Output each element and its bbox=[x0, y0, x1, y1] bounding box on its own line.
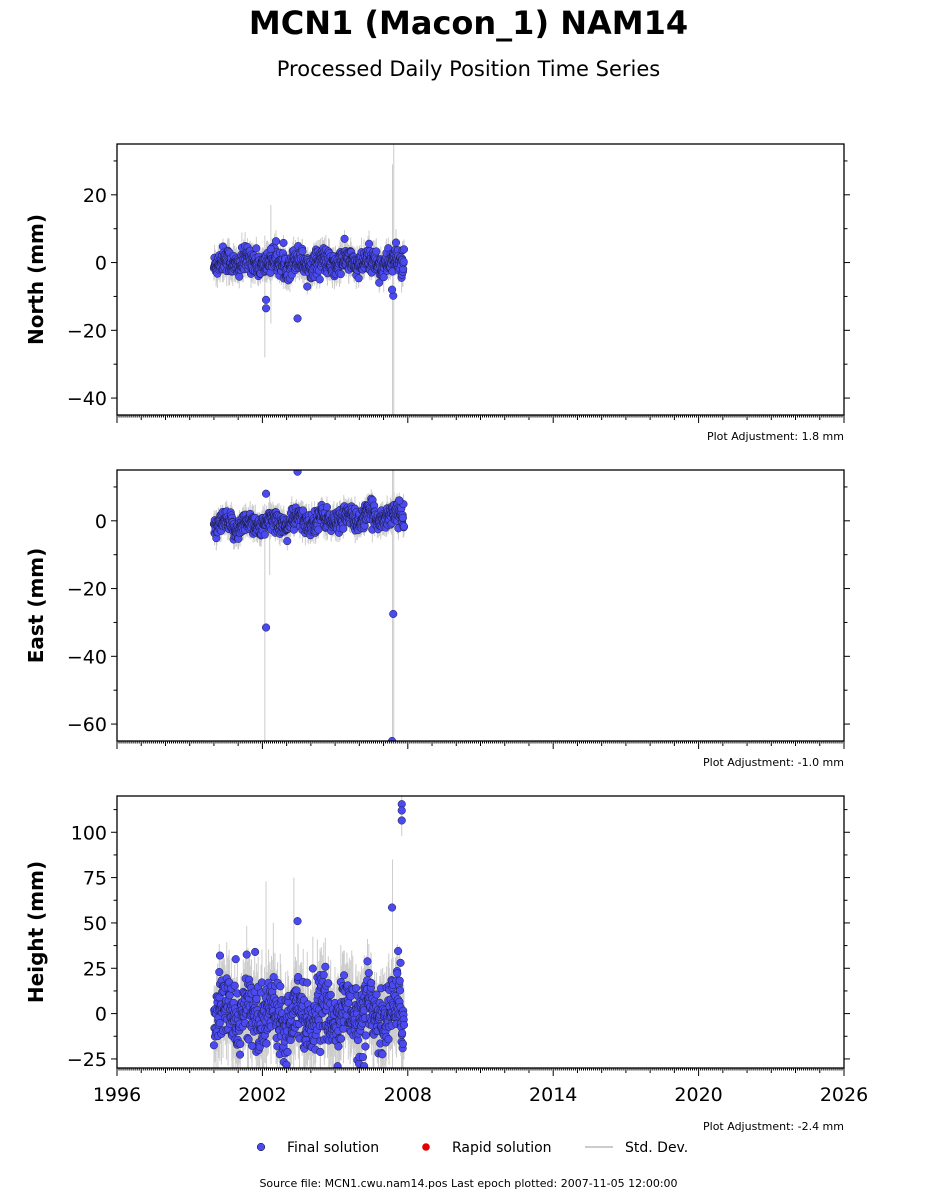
x-tick-label: 2026 bbox=[820, 1084, 868, 1106]
y-tick-label: −40 bbox=[67, 388, 107, 410]
north-y-axis-label: North (mm) bbox=[24, 214, 48, 345]
source-footer: Source file: MCN1.cwu.nam14.pos Last epo… bbox=[259, 1177, 678, 1190]
y-tick-label: −60 bbox=[67, 714, 107, 736]
height-final-solution-points bbox=[209, 800, 409, 1068]
y-tick-label: 0 bbox=[95, 511, 107, 533]
legend: Final solution Rapid solution Std. Dev. bbox=[256, 1140, 688, 1156]
outlier-point bbox=[231, 955, 240, 964]
height-plot-adjustment: Plot Adjustment: -2.4 mm bbox=[703, 1120, 844, 1133]
outlier-point bbox=[387, 285, 397, 294]
north-y-ticks bbox=[111, 160, 850, 399]
east-y-axis-label: East (mm) bbox=[24, 548, 48, 664]
y-tick-label: 50 bbox=[83, 913, 107, 935]
outlier-point bbox=[397, 806, 406, 815]
outlier-point bbox=[387, 736, 397, 741]
outlier-point bbox=[395, 496, 404, 505]
panel-height: −25 0 25 50 75 100 1996 2002 2008 2014 2020 2026 Hei… bbox=[24, 795, 868, 1133]
outlier-point bbox=[293, 314, 302, 323]
x-tick-label: 2002 bbox=[238, 1084, 286, 1106]
north-axes-frame bbox=[116, 143, 845, 416]
outlier-point bbox=[358, 1053, 368, 1062]
outlier-point bbox=[397, 816, 406, 825]
height-plot-area bbox=[209, 796, 409, 1068]
y-tick-label: −25 bbox=[67, 1049, 107, 1071]
y-tick-label: −20 bbox=[67, 579, 107, 601]
outlier-point bbox=[394, 946, 403, 956]
legend-rapid-label: Rapid solution bbox=[452, 1140, 552, 1156]
outlier-point bbox=[261, 295, 271, 304]
y-tick-label: 20 bbox=[83, 185, 107, 207]
legend-rapid-marker bbox=[422, 1143, 430, 1151]
north-plot-adjustment: Plot Adjustment: 1.8 mm bbox=[707, 430, 844, 443]
figure-subtitle: Processed Daily Position Time Series bbox=[276, 57, 661, 81]
y-tick-label: −40 bbox=[67, 646, 107, 668]
legend-std-label: Std. Dev. bbox=[625, 1140, 688, 1156]
panel-north: −40 −20 0 20 North (mm) Plot Adjustment: 1.8 … bbox=[24, 143, 850, 443]
outlier-point bbox=[389, 609, 398, 619]
outlier-point bbox=[387, 903, 397, 912]
north-plot-area bbox=[209, 144, 409, 415]
east-plot-adjustment: Plot Adjustment: -1.0 mm bbox=[703, 756, 844, 769]
outlier-point bbox=[215, 951, 225, 960]
y-tick-label: 0 bbox=[95, 253, 107, 275]
outlier-point bbox=[261, 623, 271, 632]
y-tick-label: 100 bbox=[71, 822, 107, 844]
outlier-point bbox=[261, 304, 271, 313]
height-x-ticks bbox=[116, 1068, 845, 1076]
outlier-point bbox=[360, 1062, 369, 1068]
x-tick-label: 1996 bbox=[93, 1084, 141, 1106]
y-tick-label: 25 bbox=[83, 958, 107, 980]
legend-final-label: Final solution bbox=[287, 1140, 379, 1156]
east-x-ticks bbox=[116, 741, 845, 749]
y-tick-label: 75 bbox=[83, 868, 107, 890]
height-y-ticks bbox=[111, 809, 850, 1060]
height-y-axis-label: Height (mm) bbox=[24, 861, 48, 1003]
legend-final-marker bbox=[256, 1142, 266, 1152]
x-tick-label: 2020 bbox=[674, 1084, 722, 1106]
outlier-point bbox=[293, 470, 302, 476]
outlier-point bbox=[261, 489, 271, 498]
outlier-point bbox=[293, 917, 302, 926]
north-final-solution-points bbox=[209, 234, 409, 323]
east-y-ticks bbox=[111, 486, 850, 725]
outlier-point bbox=[251, 947, 260, 956]
outlier-point bbox=[266, 244, 275, 254]
x-tick-label: 2014 bbox=[529, 1084, 577, 1106]
figure-title: MCN1 (Macon_1) NAM14 bbox=[248, 4, 689, 42]
panel-east: −60 −40 −20 0 East (mm) Plot Adjustment: -1.0… bbox=[24, 469, 850, 769]
outlier-point bbox=[396, 958, 405, 967]
east-final-solution-points bbox=[209, 470, 409, 741]
north-x-ticks bbox=[116, 415, 845, 423]
east-plot-area bbox=[209, 470, 409, 741]
y-tick-label: 0 bbox=[95, 1004, 107, 1026]
x-tick-label: 2008 bbox=[384, 1084, 432, 1106]
height-std-dev-bars bbox=[213, 796, 405, 1068]
y-tick-label: −20 bbox=[67, 320, 107, 342]
